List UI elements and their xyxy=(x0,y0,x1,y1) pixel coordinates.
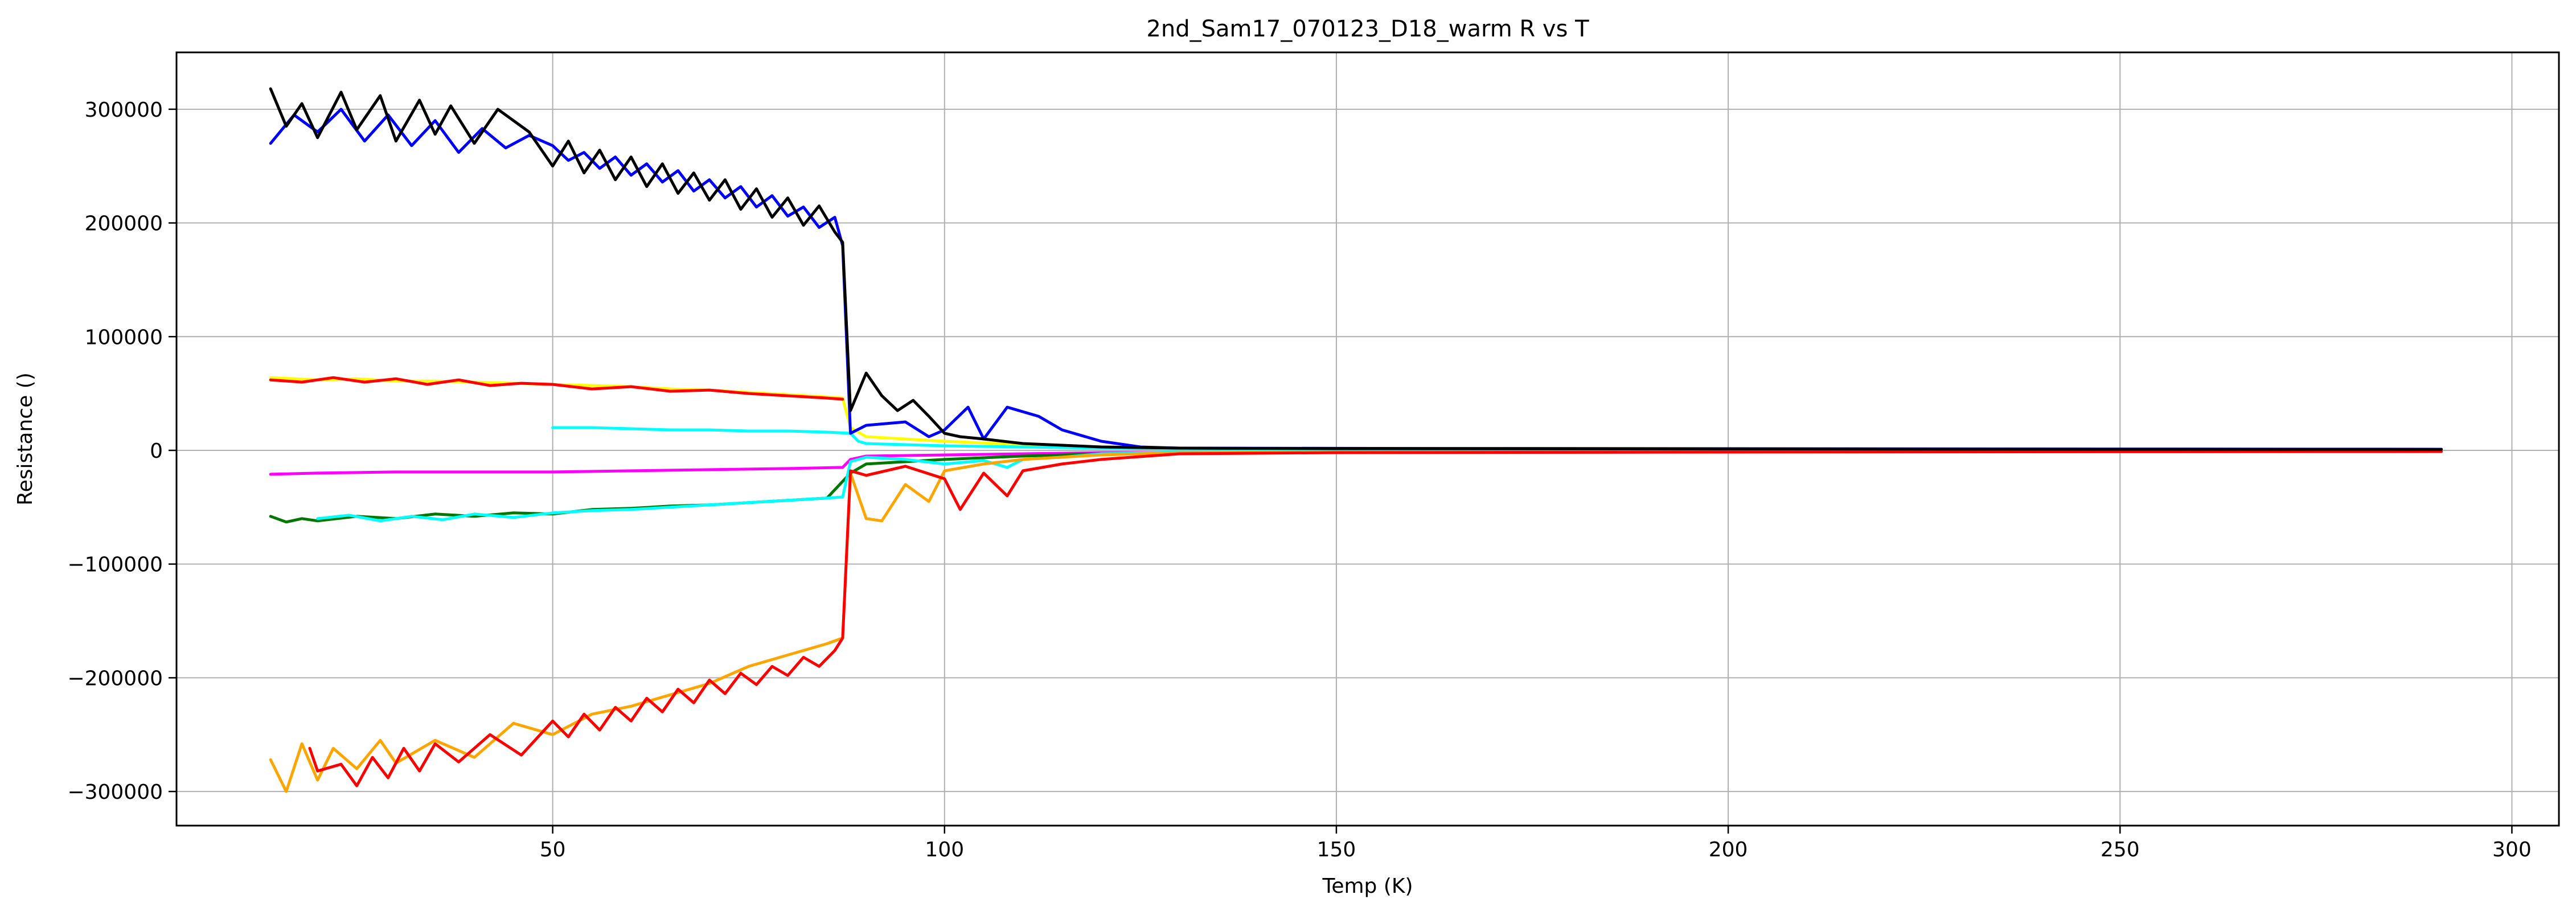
x-tick-label: 150 xyxy=(1317,838,1356,861)
x-tick-label: 200 xyxy=(1709,838,1748,861)
y-tick-label: 200000 xyxy=(85,212,163,236)
y-axis-label: Resistance () xyxy=(14,372,37,506)
chart-title: 2nd_Sam17_070123_D18_warm R vs T xyxy=(1146,16,1589,42)
series-line-2 xyxy=(269,376,844,401)
x-axis-label: Temp (K) xyxy=(1322,875,1413,898)
y-tick-label: 100000 xyxy=(85,326,163,349)
x-tick-label: 100 xyxy=(925,838,964,861)
series-line-10 xyxy=(269,87,2443,451)
series-lines xyxy=(269,87,2443,793)
y-axis-ticks: −300000 −200000 −100000 0 100000 200000 300000 xyxy=(67,99,177,804)
x-tick-label: 250 xyxy=(2101,838,2140,861)
plot-frame xyxy=(175,51,2560,827)
series-line-7 xyxy=(269,450,2443,793)
y-tick-label: −100000 xyxy=(67,553,163,577)
series-line-8 xyxy=(308,450,2443,787)
series-line-9 xyxy=(269,108,2443,451)
x-axis-ticks: 50 100 150 200 250 300 xyxy=(540,826,2532,861)
y-tick-label: 0 xyxy=(150,440,163,463)
y-tick-label: 300000 xyxy=(85,99,163,122)
x-tick-label: 300 xyxy=(2492,838,2532,861)
y-tick-label: −200000 xyxy=(67,667,163,690)
y-tick-label: −300000 xyxy=(67,781,163,804)
x-tick-label: 50 xyxy=(540,838,566,861)
